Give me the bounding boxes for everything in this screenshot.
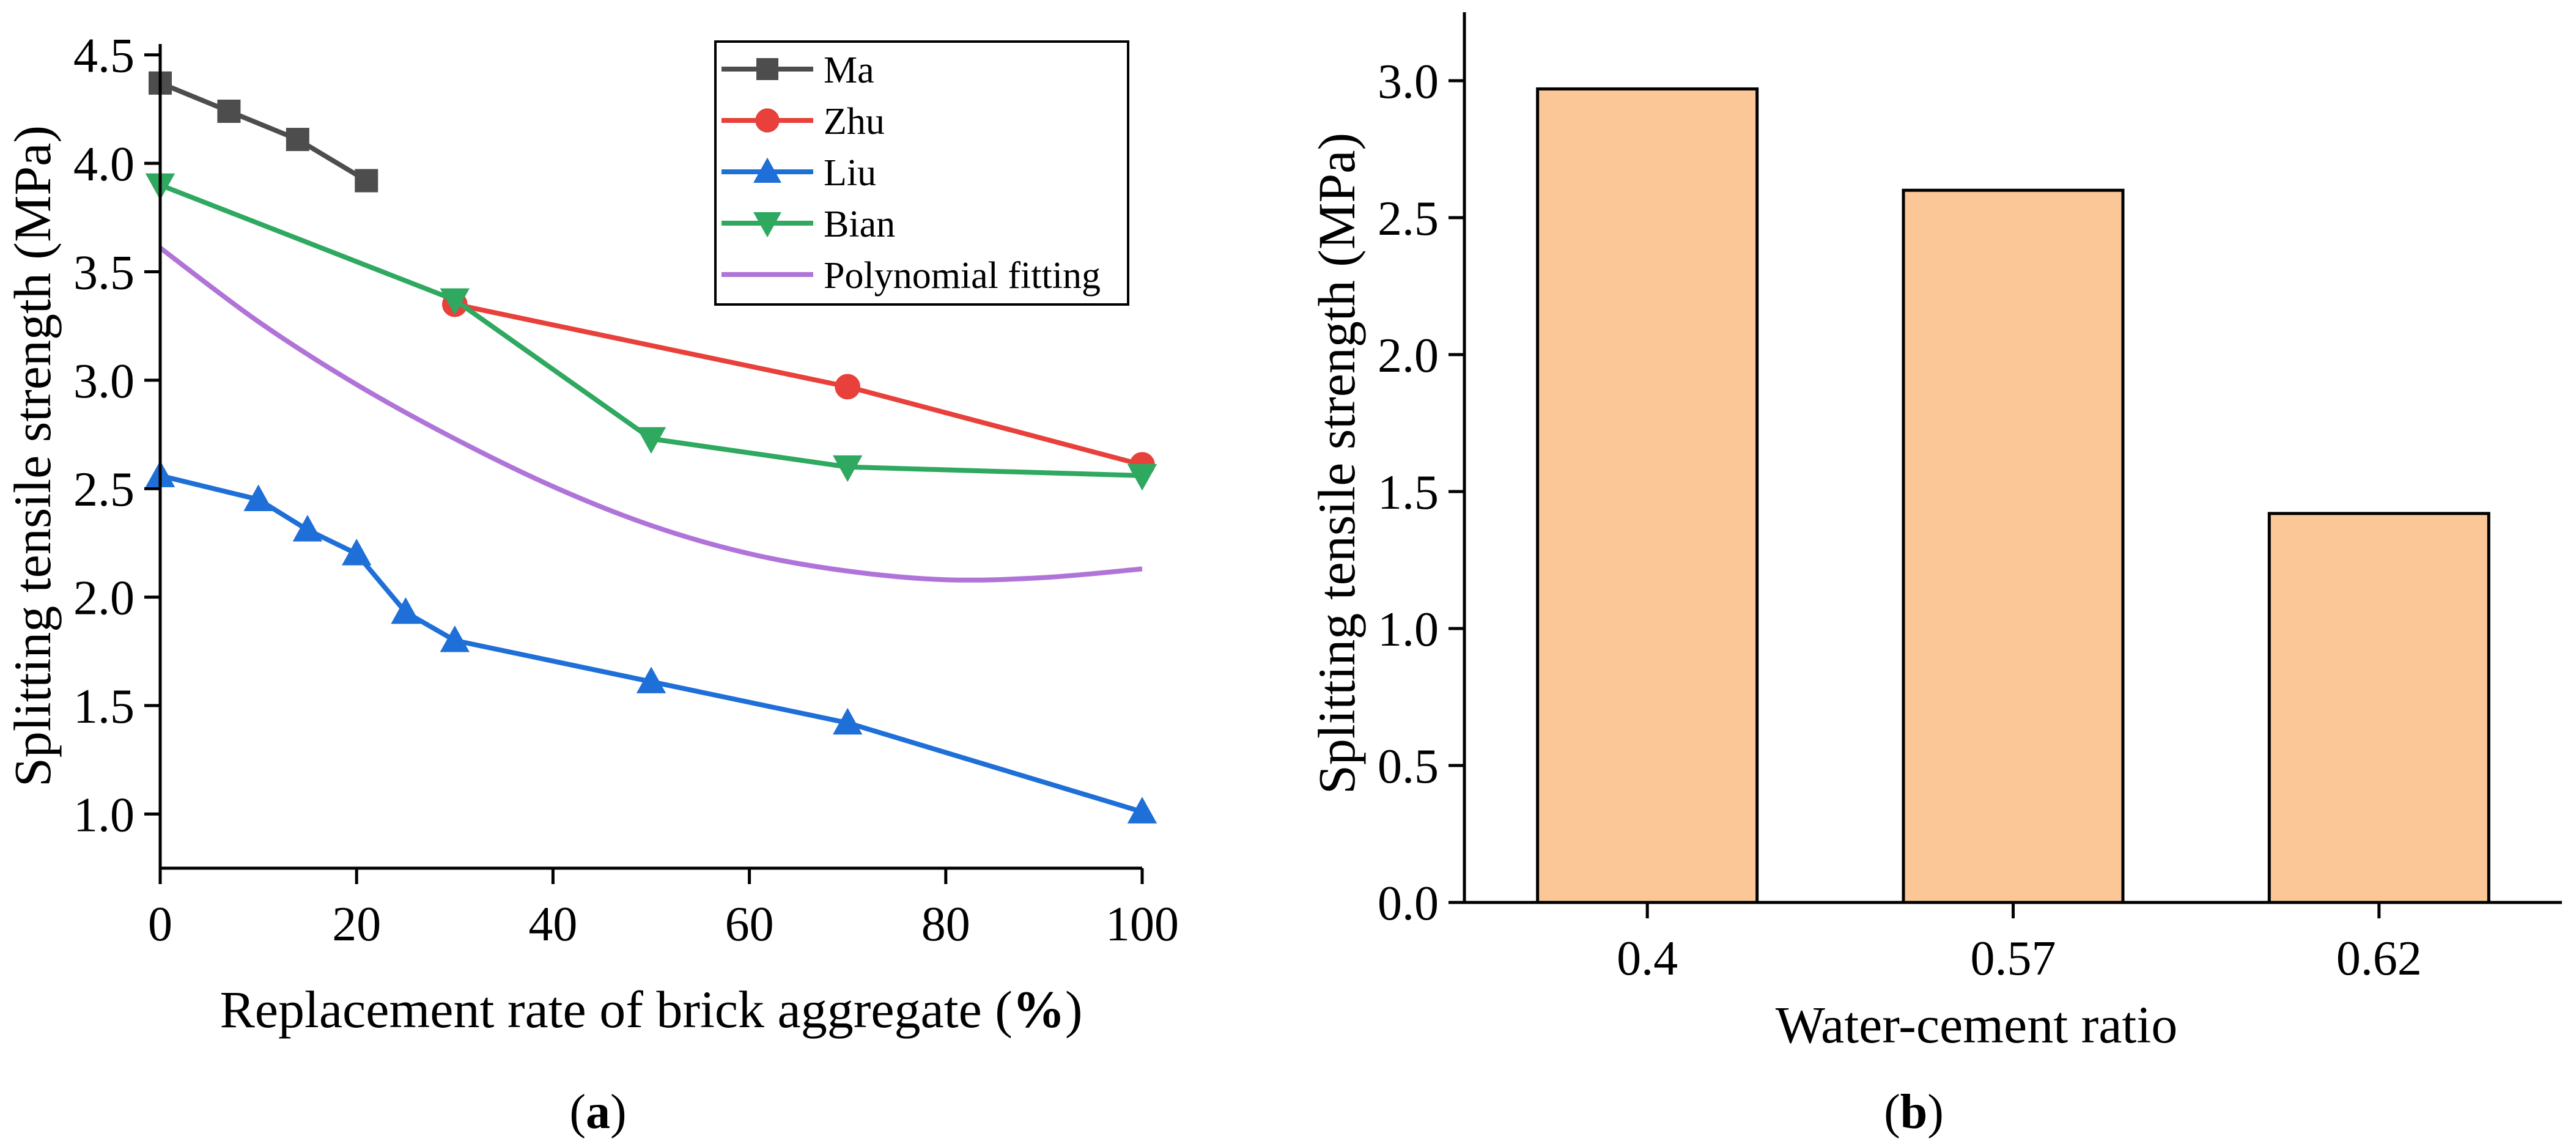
panel-a-data-point-zhu	[835, 374, 860, 400]
panel-b-axes	[1463, 12, 2562, 904]
panel-b-bar-0-62	[2267, 512, 2490, 904]
panel-a-data-point-bian	[636, 427, 666, 454]
panel-a-series-line-ma	[159, 81, 368, 183]
panel-a-series-liu	[145, 460, 1157, 824]
panel-a-axes	[158, 44, 1142, 870]
panel-a-legend-label-liu: Liu	[824, 152, 876, 194]
panel-b-label: (b)	[1884, 1085, 1944, 1139]
panel-a-x-axis-title-unit: %	[1013, 980, 1065, 1039]
panel-b-y-tick-label: 0.5	[1378, 740, 1439, 794]
panel-a-x-tick-label: 100	[1105, 898, 1179, 951]
panel-a-legend-marker-liu	[753, 157, 781, 183]
panel-b-x-tick-label: 0.57	[1971, 932, 2056, 986]
panel-b-y-tick-label: 1.0	[1378, 603, 1439, 657]
panel-a-series-line-polynomial-fitting	[158, 246, 1143, 583]
panel-a-data-point-ma	[217, 99, 241, 123]
panel-a-y-tick-label: 1.5	[73, 680, 135, 734]
panel-a-data-point-ma	[286, 128, 309, 152]
panel-a-data-point-bian	[440, 288, 470, 315]
panel-a-legend-marker-ma	[756, 58, 778, 80]
panel-a-data-point-liu	[342, 539, 372, 566]
panel-a-x-axis-title: Replacement rate of brick aggregate (%)	[220, 980, 1082, 1039]
panel-b-y-tick-label: 3.0	[1378, 55, 1439, 109]
panel-b-x-tick-label: 0.4	[1617, 932, 1678, 986]
panel-a-label-close: )	[610, 1085, 627, 1139]
panel-a-y-tick-label: 2.0	[73, 572, 135, 625]
panel-a-legend-label-zhu: Zhu	[824, 101, 885, 142]
panel-b-bar-0-57	[1902, 188, 2125, 904]
panel-a-x-tick-label: 0	[148, 898, 172, 951]
panel-a-data-point-bian	[833, 455, 863, 482]
panel-b-y-tick-label: 1.5	[1378, 466, 1439, 520]
panel-a-series-ma	[149, 71, 378, 193]
panel-a-x-tick-label: 40	[528, 898, 577, 951]
panel-a-legend-label-ma: Ma	[824, 50, 874, 91]
panel-a-data-point-liu	[1127, 797, 1157, 824]
panel-a-legend: Ma Zhu Liu Bian Polynomial fitting	[714, 40, 1129, 306]
panel-a-legend-marker-zhu	[755, 108, 780, 133]
panel-b-y-axis-title: Splitting tensile strength (MPa)	[1307, 133, 1366, 794]
panel-a-y-tick-label: 3.5	[73, 246, 135, 300]
panel-a-x-axis-title-main: Replacement rate of brick aggregate (	[220, 980, 1012, 1039]
panel-b-label-open: (	[1884, 1085, 1900, 1139]
panel-a-line-chart: 0 20 40 60 80 100 1.0 1.5 2.0 2.5 3.0 3.5 4.0 4.5 Spl…	[3, 29, 1179, 1139]
panel-a-legend-marker-bian	[753, 212, 781, 238]
panel-b-y-tick-label: 2.5	[1378, 192, 1439, 246]
panel-a-x-tick-label: 80	[921, 898, 970, 951]
panel-a-label: (a)	[569, 1085, 626, 1139]
panel-a-data-point-liu	[440, 625, 470, 652]
panel-a-data-point-bian	[1127, 463, 1157, 491]
panel-b-y-tick-label: 2.0	[1378, 329, 1439, 383]
panel-a-data-point-liu	[833, 707, 863, 735]
panel-a-y-tick-label: 4.5	[73, 29, 135, 83]
panel-a-y-tick-label: 2.5	[73, 463, 135, 517]
panel-b-x-tick-label: 0.62	[2336, 932, 2422, 986]
panel-a-x-axis-title-close: )	[1065, 980, 1083, 1039]
panel-b-bar-0-4	[1536, 87, 1759, 904]
panel-a-label-letter: a	[586, 1085, 610, 1139]
panel-b-label-letter: b	[1900, 1085, 1928, 1139]
panel-a-data-point-liu	[243, 484, 273, 511]
panel-a-y-tick-label: 1.0	[73, 788, 135, 842]
panel-b-y-tick-label: 0.0	[1378, 877, 1439, 931]
panel-a-y-axis-title: Splitting tensile strength (MPa)	[3, 125, 62, 787]
panel-a-series-line-zhu	[454, 301, 1143, 468]
panel-a-data-point-liu	[636, 666, 666, 693]
panel-a-label-open: (	[569, 1085, 586, 1139]
panel-a-legend-label-polynomial-fitting: Polynomial fitting	[824, 255, 1101, 297]
panel-a-series-zhu	[442, 291, 1155, 478]
panel-a-data-point-liu	[391, 597, 421, 624]
panel-a-series	[145, 71, 1157, 824]
panel-b-label-close: )	[1927, 1085, 1944, 1139]
panel-a-y-tick-label: 3.0	[73, 355, 135, 408]
panel-a-data-point-liu	[292, 515, 323, 542]
panel-b-bar-chart: 0.0 0.5 1.0 1.5 2.0 2.5 3.0 0.4 0.57 0.62 Splitti…	[1307, 12, 2562, 1139]
panel-a-x-tick-label: 60	[725, 898, 774, 951]
panel-b-ticks: 0.0 0.5 1.0 1.5 2.0 2.5 3.0 0.4 0.57 0.62	[1378, 55, 2422, 986]
panel-a-data-point-ma	[355, 169, 378, 193]
panel-b-bars	[1536, 87, 2490, 904]
panel-a-x-tick-label: 20	[332, 898, 381, 951]
panel-b-x-axis-title: Water-cement ratio	[1776, 995, 2177, 1054]
panel-a-ticks: 0 20 40 60 80 100 1.0 1.5 2.0 2.5 3.0 3.5 4.0 4.5	[73, 29, 1179, 951]
panel-a-series-polynomial-fitting	[158, 246, 1143, 583]
panel-a-legend-label-bian: Bian	[824, 204, 895, 245]
panel-a-y-tick-label: 4.0	[73, 138, 135, 191]
